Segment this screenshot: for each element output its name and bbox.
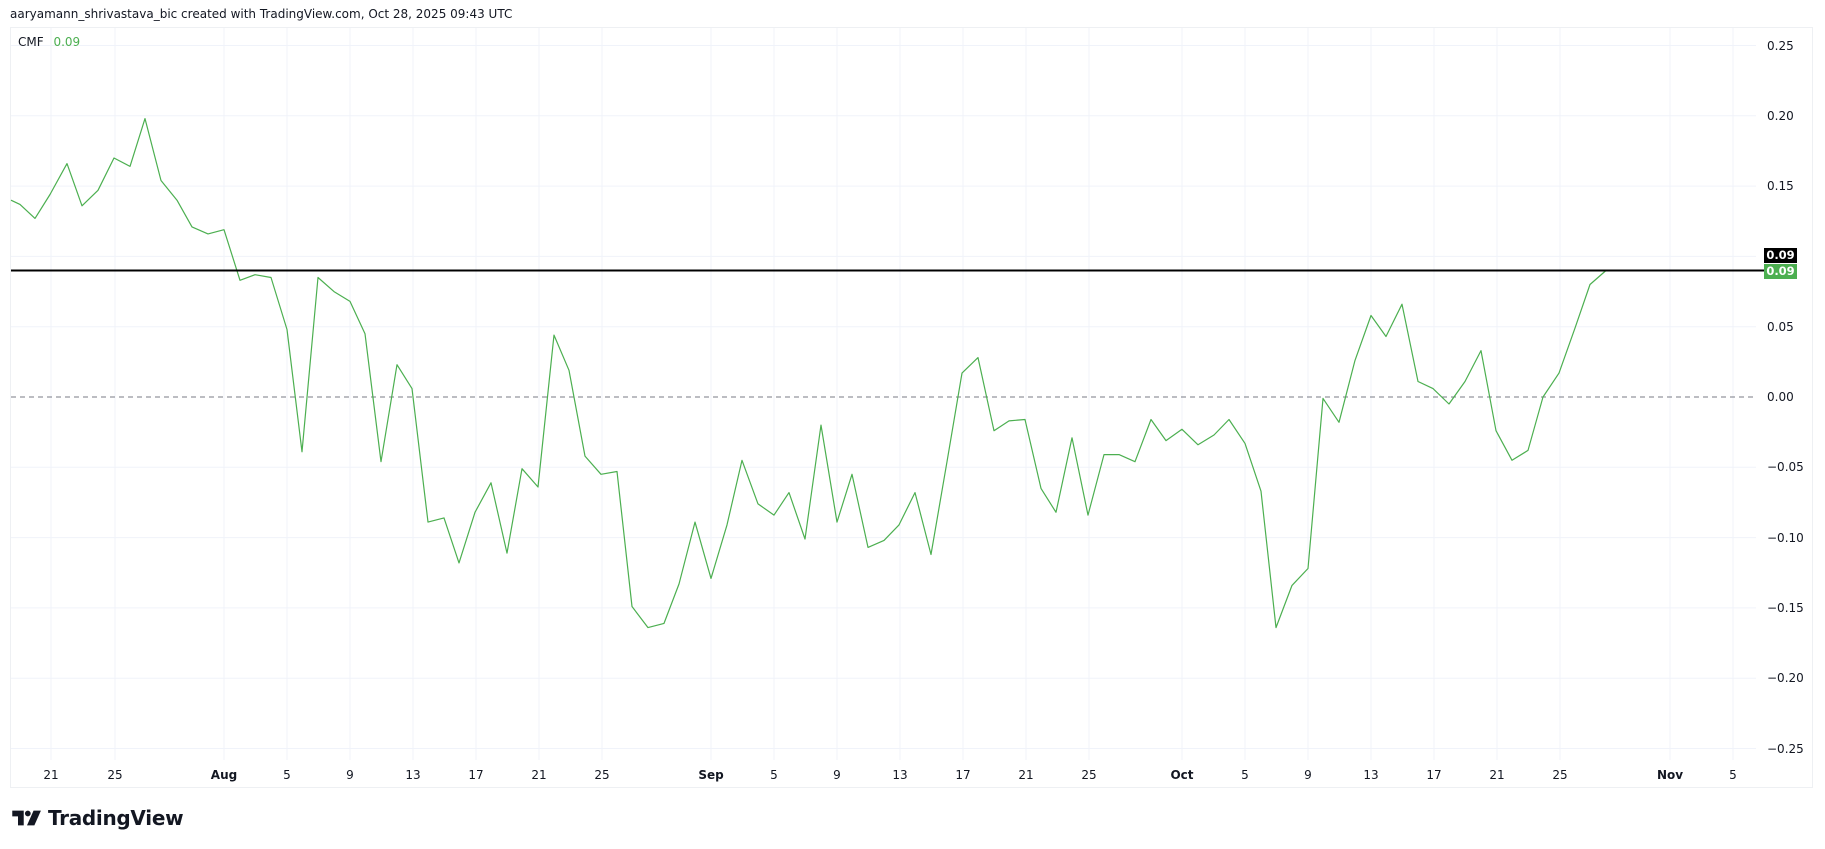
time-axis-label: 9 [1304, 768, 1312, 782]
indicator-name: CMF [18, 35, 44, 49]
time-axis-label: 21 [1018, 768, 1034, 782]
indicator-value: 0.09 [53, 35, 81, 49]
time-axis-label: Oct [1170, 768, 1194, 782]
price-axis-label: −0.20 [1767, 671, 1804, 686]
time-axis-label: 25 [107, 768, 123, 782]
price-axis-label: −0.25 [1767, 741, 1804, 756]
time-axis-label: 21 [531, 768, 547, 782]
time-axis-label: 5 [1241, 768, 1249, 782]
time-axis-label: 21 [1489, 768, 1505, 782]
time-axis-label: 9 [833, 768, 841, 782]
tradingview-logo-text: TradingView [48, 806, 184, 830]
indicator-legend[interactable]: CMF 0.09 [18, 35, 80, 49]
time-axis-label: 17 [1426, 768, 1442, 782]
time-axis-label: 13 [892, 768, 908, 782]
price-axis-label: −0.10 [1767, 530, 1804, 545]
tradingview-logo-icon [12, 810, 41, 826]
level-line-price-tag: 0.09 [1764, 248, 1797, 263]
time-axis-label: 13 [405, 768, 421, 782]
price-axis-label: 0.05 [1767, 319, 1794, 334]
time-axis-label: 21 [43, 768, 59, 782]
time-axis-label: 5 [1729, 768, 1737, 782]
time-axis-label: 25 [1552, 768, 1568, 782]
cmf-line [10, 117, 1607, 629]
time-axis-label: 13 [1363, 768, 1379, 782]
price-axis-label: 0.00 [1767, 390, 1794, 404]
price-axis-label: −0.15 [1767, 600, 1804, 615]
time-axis-label: Nov [1656, 768, 1684, 782]
price-axis-label: −0.05 [1767, 460, 1804, 475]
time-axis-label: 25 [1081, 768, 1097, 782]
price-axis-label: 0.20 [1767, 108, 1794, 123]
price-axis-label: 0.25 [1767, 38, 1794, 53]
price-axis-label: 0.15 [1767, 179, 1794, 194]
tradingview-logo[interactable]: TradingView [12, 806, 184, 830]
cmf-price-tag: 0.09 [1764, 264, 1797, 279]
time-axis-label: 25 [594, 768, 610, 782]
time-axis-label: 5 [283, 768, 291, 782]
time-axis-label: 9 [346, 768, 354, 782]
attribution-text: aaryamann_shrivastava_bic created with T… [10, 7, 513, 21]
time-axis-label: Aug [210, 768, 238, 782]
time-axis-label: 5 [770, 768, 778, 782]
time-axis-label: Sep [698, 768, 724, 782]
time-axis-label: 17 [468, 768, 484, 782]
chart-frame [10, 27, 1813, 788]
time-axis-label: 17 [955, 768, 971, 782]
